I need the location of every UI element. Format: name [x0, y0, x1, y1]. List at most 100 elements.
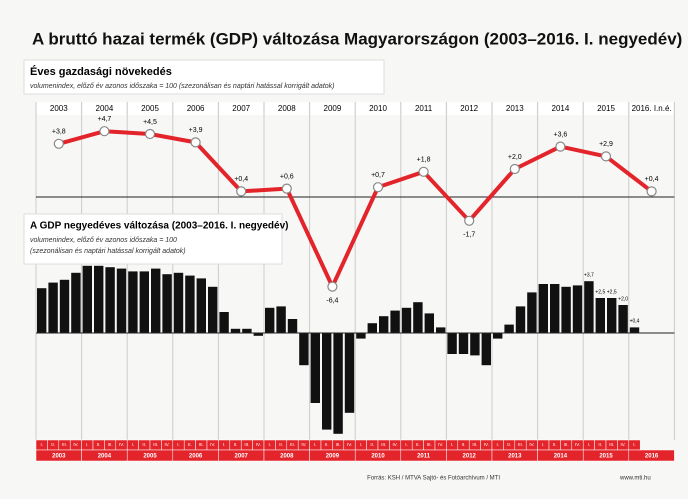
quarter-label: III. [427, 442, 432, 447]
quarter-label: I. [542, 442, 545, 447]
bar [470, 333, 479, 355]
bar [117, 269, 126, 333]
quarter-label: I. [40, 442, 43, 447]
year-label: 2008 [278, 104, 296, 113]
value-label: +2,0 [618, 296, 628, 302]
quarter-label: III. [336, 442, 341, 447]
year-label: 2007 [235, 454, 249, 460]
year-label: 2014 [554, 454, 568, 460]
bar [425, 313, 434, 333]
quarter-label: I. [132, 442, 135, 447]
value-label: -6,4 [326, 297, 338, 304]
bar [368, 323, 377, 333]
quarter-label: II. [416, 442, 420, 447]
year-label: 2010 [369, 104, 387, 113]
source: Forrás: KSH / MTVA Sajtó- és Fotóarchívu… [367, 476, 500, 482]
bar-title: A GDP negyedéves változása (2003–2016. I… [30, 221, 288, 232]
value-label: -1,7 [463, 232, 475, 239]
bar [618, 305, 627, 333]
bar [105, 267, 114, 333]
quarter-label: II. [507, 442, 511, 447]
bar [151, 269, 160, 333]
bar [345, 333, 354, 413]
bar [60, 280, 69, 333]
bar [231, 329, 240, 333]
value-label: +3,7 [584, 273, 594, 279]
quarter-label: III. [62, 442, 67, 447]
year-label: 2013 [506, 104, 524, 113]
value-label: +4,7 [97, 116, 111, 123]
point [54, 139, 63, 148]
quarter-label: I. [177, 442, 180, 447]
point [328, 282, 337, 291]
bar [584, 281, 593, 333]
quarter-label: IV. [119, 442, 124, 447]
quarter-label: III. [290, 442, 295, 447]
year-label: 2015 [599, 454, 613, 460]
bar [208, 287, 217, 333]
quarter-label: I. [496, 442, 499, 447]
bar [94, 266, 103, 333]
bar [504, 325, 513, 333]
bar-subtitle: volumenindex, előző év azonos időszaka =… [30, 237, 177, 244]
bar [276, 306, 285, 333]
bar [482, 333, 491, 365]
year-label: 2012 [460, 104, 478, 113]
quarter-label: II. [51, 442, 55, 447]
bar [242, 329, 251, 333]
quarter-label: II. [234, 442, 238, 447]
value-label: +3,6 [553, 131, 567, 138]
quarter-label: I. [268, 442, 271, 447]
bar [83, 266, 92, 333]
quarter-label: II. [553, 442, 557, 447]
point [282, 184, 291, 193]
bar [265, 308, 274, 333]
value-label: +0,4 [645, 176, 659, 183]
value-label: +3,8 [52, 129, 66, 136]
quarter-label: IV. [484, 442, 489, 447]
bar [71, 273, 80, 333]
point [100, 127, 109, 136]
bar [288, 319, 297, 333]
year-label: 2005 [143, 454, 157, 460]
quarter-label: I. [314, 442, 317, 447]
value-label: +0,7 [371, 172, 385, 179]
quarter-label: I. [86, 442, 89, 447]
bar [390, 311, 399, 333]
point [191, 138, 200, 147]
bar [527, 292, 536, 333]
bar [322, 333, 331, 430]
year-label: 2006 [189, 454, 203, 460]
quarter-label: III. [472, 442, 477, 447]
bar [402, 308, 411, 333]
point [146, 130, 155, 139]
quarter-label: IV. [393, 442, 398, 447]
year-label: 2009 [324, 104, 342, 113]
year-label: 2012 [463, 454, 477, 460]
year-label: 2005 [141, 104, 159, 113]
year-label: 2009 [326, 454, 340, 460]
quarter-label: II. [462, 442, 466, 447]
value-label: +0,4 [630, 319, 640, 325]
bar [219, 312, 228, 333]
year-label: 2011 [415, 104, 433, 113]
value-label: +0,4 [234, 176, 248, 183]
bar [539, 284, 548, 333]
bar [573, 285, 582, 333]
quarter-label: III. [609, 442, 614, 447]
quarter-label: III. [564, 442, 569, 447]
year-label: 2003 [50, 104, 68, 113]
bar [379, 316, 388, 333]
infographic: A bruttó hazai termék (GDP) változása Ma… [0, 0, 688, 499]
quarter-label: II. [279, 442, 283, 447]
bar [140, 271, 149, 333]
quarter-label: IV. [347, 442, 352, 447]
year-label: 2008 [280, 454, 294, 460]
quarter-label: I. [633, 442, 636, 447]
quarter-label: II. [188, 442, 192, 447]
bar [197, 278, 206, 333]
point [647, 187, 656, 196]
bar [48, 283, 57, 333]
point [510, 165, 519, 174]
year-label: 2003 [52, 454, 66, 460]
